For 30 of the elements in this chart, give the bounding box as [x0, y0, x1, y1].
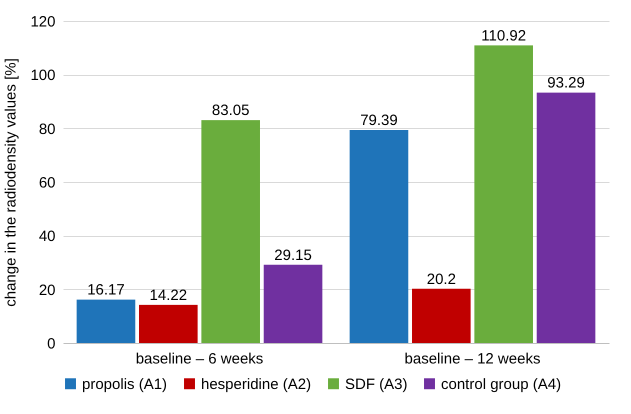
data-label: 16.17 [87, 282, 125, 299]
data-label: 20.2 [426, 270, 456, 288]
bar [474, 45, 533, 343]
bar [139, 304, 198, 343]
y-tick-label: 60 [38, 174, 56, 192]
legend-label: control group (A4) [441, 376, 562, 393]
bar [412, 288, 471, 343]
data-label: 14.22 [150, 286, 188, 304]
data-label: 79.39 [360, 112, 398, 129]
y-tick-label: 0 [47, 336, 56, 352]
data-label: 83.05 [212, 102, 250, 120]
x-tick-label: baseline – 12 weeks [404, 350, 540, 368]
x-tick-label: baseline – 6 weeks [136, 350, 264, 368]
bar [264, 264, 322, 343]
y-tick-label: 120 [30, 14, 56, 30]
bar [76, 300, 136, 343]
data-label: 110.92 [481, 27, 526, 44]
y-tick-label: 20 [38, 282, 56, 299]
bar [536, 92, 596, 343]
y-axis-title: change in the radiodensity values [%] [2, 58, 20, 307]
y-tick-label: 80 [38, 120, 56, 138]
y-tick-label: 100 [30, 67, 56, 84]
data-label: 93.29 [547, 74, 585, 92]
bar [350, 130, 408, 343]
y-tick-label: 40 [38, 228, 56, 246]
legend-label: SDF (A3) [345, 376, 408, 393]
legend-label: propolis (A1) [82, 376, 168, 393]
legend-label: hesperidine (A2) [201, 376, 312, 393]
data-label: 29.15 [274, 246, 312, 264]
bar [201, 120, 260, 343]
